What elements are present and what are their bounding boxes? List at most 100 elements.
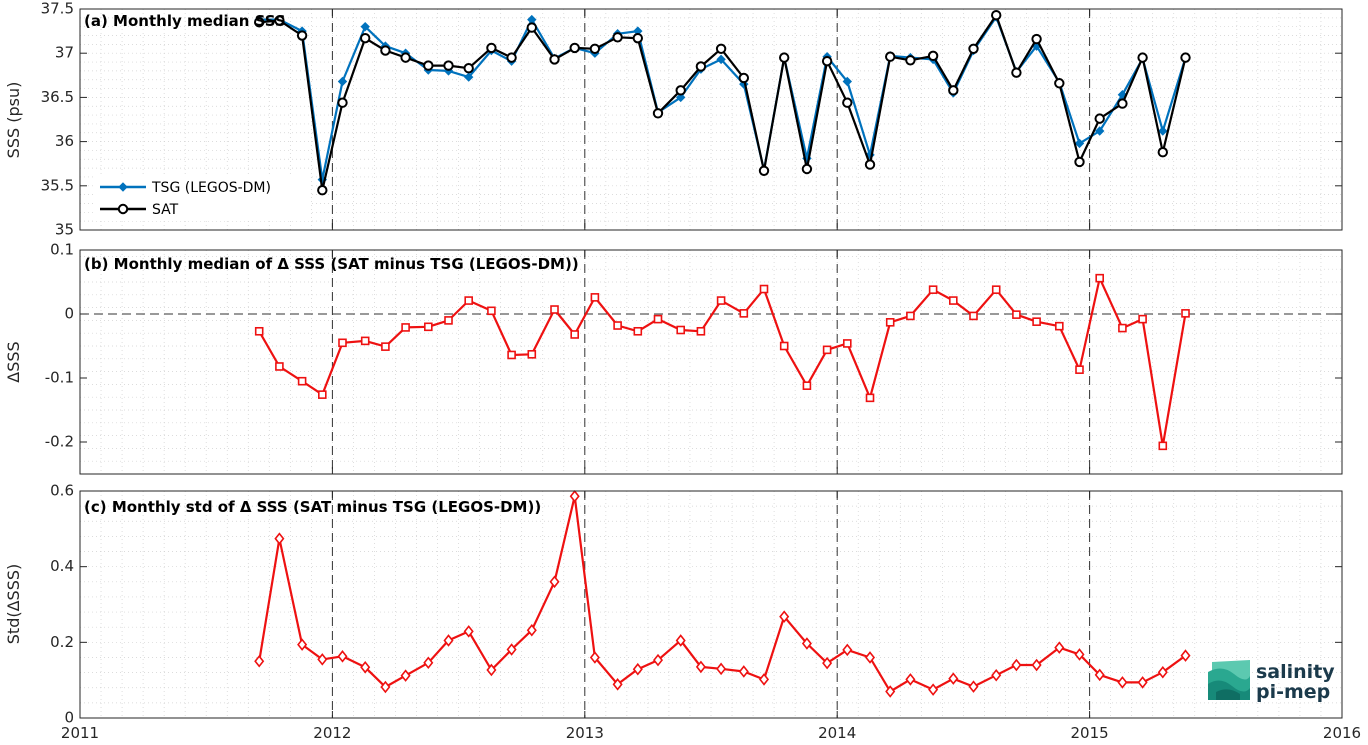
legend-label-tsg: TSG (LEGOS-DM)	[151, 180, 271, 196]
data-point	[380, 680, 391, 694]
data-point	[463, 625, 474, 638]
data-point	[550, 305, 559, 314]
data-point	[1075, 365, 1084, 374]
data-point	[297, 376, 307, 386]
data-point	[424, 322, 433, 332]
data-point	[1137, 676, 1148, 689]
data-point	[381, 342, 390, 351]
data-point	[1180, 649, 1191, 662]
data-point	[487, 306, 496, 316]
data-point	[652, 653, 664, 667]
y-tick-label: 0	[64, 709, 74, 727]
data-point	[569, 42, 580, 54]
data-point	[949, 296, 958, 305]
data-point	[254, 326, 264, 336]
data-point	[633, 326, 643, 336]
data-point	[506, 52, 517, 63]
data-point	[1118, 323, 1127, 333]
data-point	[758, 165, 770, 176]
data-point	[716, 662, 727, 676]
data-point	[506, 643, 517, 656]
data-point	[400, 669, 411, 682]
data-point	[1157, 147, 1168, 158]
plot-frame	[79, 490, 1343, 719]
data-point	[400, 52, 411, 63]
data-point	[778, 52, 790, 63]
data-point	[991, 9, 1002, 21]
data-point	[1074, 138, 1085, 149]
data-point	[1074, 648, 1085, 661]
data-point	[507, 350, 516, 360]
data-point	[695, 61, 707, 72]
y-axis-label: SSS (psu)	[4, 82, 23, 159]
data-point	[1031, 33, 1042, 45]
data-point	[360, 32, 371, 44]
data-point	[864, 651, 876, 664]
data-point	[1117, 676, 1128, 689]
data-point	[1180, 52, 1191, 63]
data-point	[652, 108, 664, 119]
data-point	[1094, 668, 1105, 682]
data-point	[444, 316, 453, 325]
data-point	[360, 21, 370, 32]
logo-emblem-icon	[1208, 660, 1250, 700]
data-point	[589, 43, 601, 54]
panel-b-median-delta: -0.2 -0.1 0 0.1 (b) Monthly median of Δ SSS…	[4, 241, 1343, 475]
data-point	[906, 311, 915, 321]
x-tick-label: 2016	[1323, 724, 1361, 742]
data-point	[463, 63, 474, 74]
panel-title: (b) Monthly median of Δ SSS (SAT minus T…	[84, 255, 579, 273]
panel-title: (a) Monthly median SSS	[84, 12, 286, 30]
x-tick-label: 2014	[818, 724, 856, 742]
data-point	[905, 673, 916, 686]
data-point	[948, 672, 959, 685]
data-point	[676, 325, 686, 335]
data-point	[842, 97, 853, 108]
data-point	[842, 643, 853, 657]
legend-box	[94, 175, 310, 221]
data-point	[443, 634, 454, 647]
data-point	[716, 54, 726, 65]
data-point	[801, 637, 812, 650]
data-point	[758, 673, 770, 686]
data-point	[632, 662, 643, 676]
data-point	[801, 163, 813, 175]
data-point	[423, 60, 434, 71]
y-tick-label: 36	[55, 132, 74, 150]
data-point	[738, 72, 750, 84]
data-point	[590, 293, 600, 302]
data-point	[779, 341, 789, 351]
y-tick-label: 37.5	[41, 0, 74, 18]
plot-frame	[79, 8, 1343, 231]
logo-text-pi-mep: pi-mep	[1256, 681, 1330, 703]
data-point	[317, 653, 328, 666]
data-point	[360, 661, 371, 674]
data-point	[1011, 658, 1022, 672]
data-point	[885, 685, 896, 698]
data-point	[1011, 67, 1022, 78]
data-point	[1157, 665, 1168, 679]
y-tick-label: 35	[55, 221, 74, 239]
data-point	[486, 42, 497, 54]
data-point	[527, 350, 537, 359]
data-point	[274, 15, 285, 26]
data-point	[254, 654, 265, 668]
x-tick-label: 2012	[313, 724, 351, 742]
data-point	[1094, 113, 1105, 124]
data-point	[822, 345, 832, 355]
y-axis-label: Std(ΔSSS)	[4, 564, 23, 644]
data-point	[1054, 78, 1065, 89]
legend-marker-tsg	[118, 182, 128, 192]
data-point	[991, 668, 1002, 682]
data-point	[715, 43, 727, 54]
data-point	[632, 32, 644, 44]
data-point	[296, 30, 308, 41]
data-point	[716, 296, 726, 305]
data-point	[1117, 98, 1128, 109]
data-point	[865, 393, 875, 403]
data-point	[885, 51, 896, 62]
data-point	[928, 285, 938, 294]
data-point	[1054, 641, 1065, 654]
y-axis-label: ΔSSS	[4, 341, 23, 382]
